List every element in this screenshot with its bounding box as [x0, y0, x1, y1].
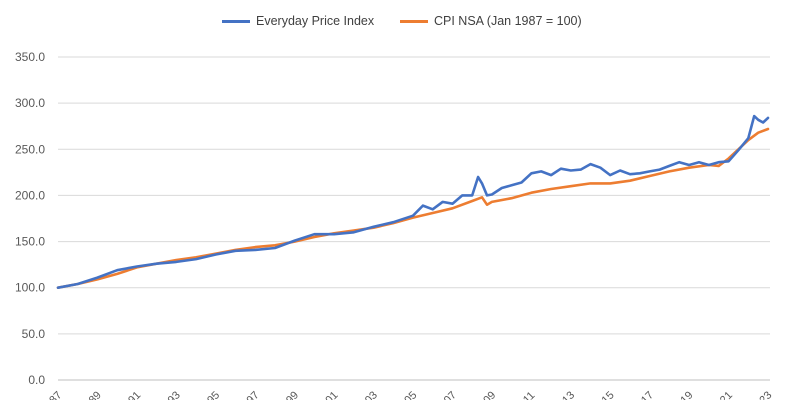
x-tick-label: 09 — [481, 389, 498, 400]
x-tick-label: 19 — [678, 389, 695, 400]
y-tick-label: 350.0 — [15, 50, 45, 64]
x-tick-label: 05 — [402, 389, 419, 400]
x-tick-label: 03 — [363, 389, 380, 400]
x-tick-label: 23 — [757, 389, 774, 400]
y-tick-label: 300.0 — [15, 96, 45, 110]
chart-legend: Everyday Price Index CPI NSA (Jan 1987 =… — [0, 14, 800, 34]
legend-item-everyday: Everyday Price Index — [222, 14, 374, 28]
x-tick-label: 17 — [639, 389, 656, 400]
x-tick-label: 15 — [600, 389, 617, 400]
y-tick-label: 250.0 — [15, 142, 45, 156]
y-tick-label: 150.0 — [15, 235, 45, 249]
x-tick-label: 93 — [166, 389, 183, 400]
x-tick-label: 95 — [205, 389, 222, 400]
legend-swatch-cpi — [400, 19, 428, 23]
x-tick-label: 99 — [284, 389, 301, 400]
legend-label-cpi: CPI NSA (Jan 1987 = 100) — [434, 14, 582, 28]
series-line-cpi — [56, 127, 770, 290]
y-tick-label: 200.0 — [15, 188, 45, 202]
gridlines — [58, 56, 770, 335]
x-tick-label: 89 — [87, 389, 104, 400]
x-tick-label: 21 — [718, 389, 735, 400]
x-tick-label: 97 — [245, 389, 262, 400]
y-tick-label: 0.0 — [28, 373, 45, 387]
y-tick-label: 50.0 — [22, 327, 46, 341]
series-lines — [56, 114, 770, 290]
x-tick-label: 91 — [126, 389, 143, 400]
legend-item-cpi: CPI NSA (Jan 1987 = 100) — [400, 14, 582, 28]
legend-label-everyday: Everyday Price Index — [256, 14, 375, 28]
x-tick-label: 87 — [47, 389, 64, 400]
x-axis: 87 89 91 93 95 97 99 01 03 05 07 09 11 13 15 17 19 21 23 — [47, 379, 774, 400]
x-tick-label: 01 — [323, 389, 340, 400]
x-tick-label: 11 — [521, 390, 538, 400]
y-axis: 0.0 50.0 100.0 150.0 200.0 250.0 300.0 350.0 — [15, 50, 45, 387]
series-line-everyday — [56, 114, 770, 290]
x-tick-label: 13 — [560, 389, 577, 400]
legend-swatch-everyday — [222, 19, 250, 23]
y-tick-label: 100.0 — [15, 281, 45, 295]
x-tick-label: 07 — [442, 389, 459, 400]
